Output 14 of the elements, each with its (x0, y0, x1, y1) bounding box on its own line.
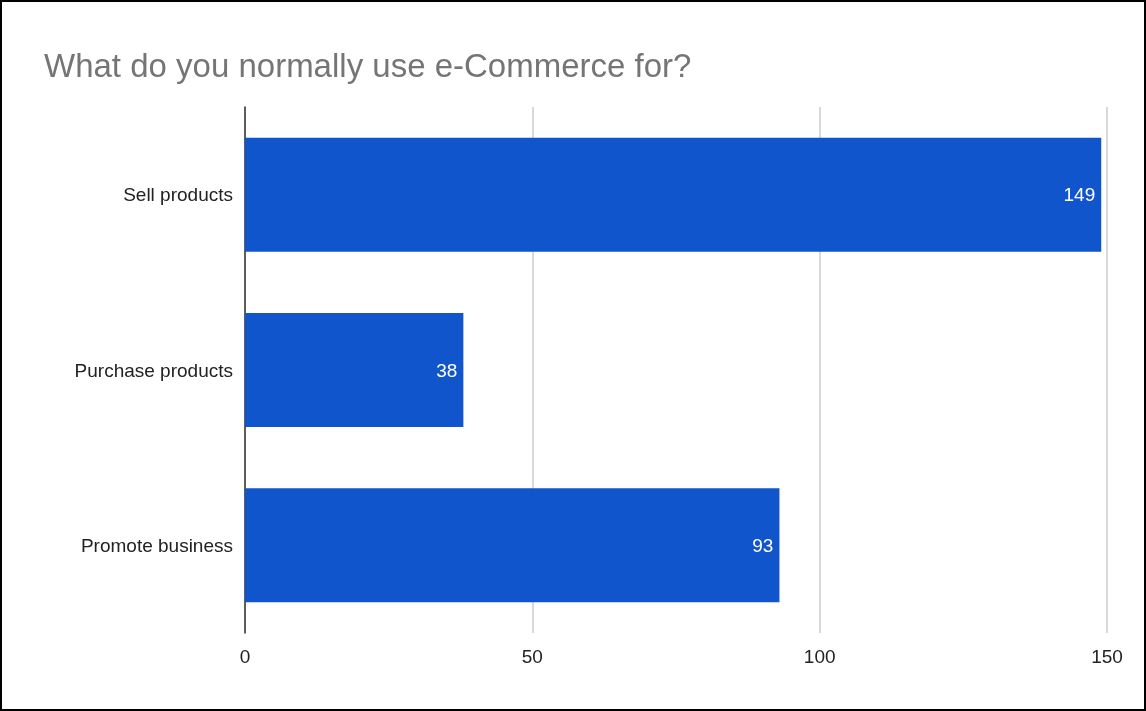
bar (245, 488, 780, 603)
bar (245, 313, 464, 427)
x-tick-label: 100 (803, 646, 836, 667)
y-tick-label: Purchase products (74, 359, 233, 381)
data-label: 93 (752, 534, 774, 556)
bar (245, 137, 1102, 252)
data-label: 149 (1063, 184, 1096, 206)
x-tick-label: 50 (521, 646, 543, 667)
x-tick-label: 0 (239, 646, 251, 667)
y-tick-label: Promote business (80, 534, 233, 556)
x-tick-label: 150 (1091, 646, 1123, 667)
data-label: 38 (436, 359, 458, 381)
chart-title: What do you normally use e-Commerce for? (44, 47, 692, 84)
y-tick-label: Sell products (123, 184, 233, 206)
